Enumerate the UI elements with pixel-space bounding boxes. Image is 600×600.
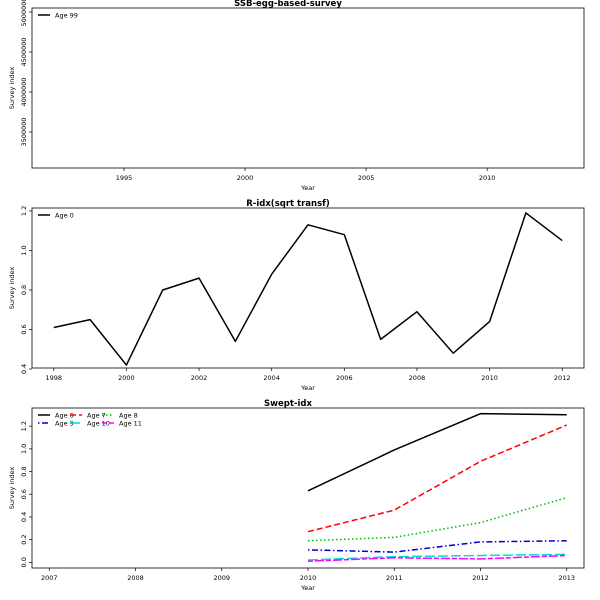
x-tick-label: 2010 (479, 174, 496, 182)
y-tick-label: 5000000 (20, 0, 28, 26)
y-tick-label: 0.8 (20, 285, 28, 295)
series-line-age-7 (307, 424, 568, 533)
y-tick-label: 4500000 (20, 38, 28, 67)
x-tick-label: 2000 (118, 374, 135, 382)
y-axis-label: Survey index (8, 467, 16, 510)
y-tick-label: 0.4 (20, 364, 28, 374)
y-tick-label: 1.0 (20, 444, 28, 454)
y-tick-label: 0.0 (20, 557, 28, 567)
x-tick-label: 2000 (237, 174, 254, 182)
series-line-age-11 (307, 554, 567, 562)
x-tick-label: 2004 (263, 374, 280, 382)
chart-title: Swept-idx (264, 399, 312, 409)
x-tick-label: 2002 (191, 374, 208, 382)
x-tick-label: 2008 (409, 374, 426, 382)
series-line-age-10 (307, 553, 567, 561)
y-tick-label: 0.6 (20, 324, 28, 334)
y-tick-label: 1.2 (20, 421, 28, 431)
legend-label: Age 0 (55, 212, 74, 220)
y-axis-label: Survey index (8, 67, 16, 110)
plot-frame (31, 7, 585, 169)
y-tick-label: 0.8 (20, 466, 28, 476)
x-tick-label: 2013 (558, 574, 575, 582)
x-tick-label: 2011 (386, 574, 403, 582)
x-tick-label: 1998 (46, 374, 63, 382)
legend-label: Age 9 (55, 420, 74, 428)
x-tick-label: 2005 (358, 174, 375, 182)
legend-label: Age 11 (119, 420, 142, 428)
y-tick-label: 3500000 (20, 118, 28, 147)
series-line-age-9 (307, 540, 567, 553)
chart-title: SSB-egg-based-survey (234, 0, 342, 9)
x-axis-label: Year (300, 584, 315, 592)
y-tick-label: 4000000 (20, 78, 28, 107)
x-axis-label: Year (300, 384, 315, 392)
x-tick-label: 2009 (213, 574, 230, 582)
x-tick-label: 2012 (472, 574, 489, 582)
series-line-age-0 (53, 212, 563, 366)
plot-frame (31, 207, 585, 369)
chart-0: SSB-egg-based-survey 1995 2000 2005 2010 3500… (8, 0, 585, 192)
x-tick-label: 2012 (554, 374, 571, 382)
chart-2: Swept-idx 2007 2008 2009 2010 2011 2012 2013 0.0… (8, 399, 585, 592)
x-tick-label: 2007 (41, 574, 58, 582)
series-line-age-6 (307, 412, 567, 492)
chart-1: R-idx(sqrt transf) 1998 2000 2002 2004 2006 20… (8, 199, 585, 392)
x-tick-label: 2006 (336, 374, 353, 382)
plot-frame (31, 407, 585, 569)
chart-title: R-idx(sqrt transf) (246, 199, 330, 209)
y-tick-label: 0.2 (20, 534, 28, 544)
legend-label: Age 99 (55, 12, 78, 20)
x-tick-label: 2010 (481, 374, 498, 382)
x-tick-label: 1995 (116, 174, 133, 182)
series-line-age-8 (307, 496, 567, 542)
x-tick-label: 2008 (127, 574, 144, 582)
legend-label: Age 10 (87, 420, 110, 428)
legend-label: Age 7 (87, 412, 106, 420)
x-axis-label: Year (300, 184, 315, 192)
y-tick-label: 0.4 (20, 512, 28, 522)
legend-label: Age 6 (55, 412, 74, 420)
x-tick-label: 2010 (300, 574, 317, 582)
legend-label: Age 8 (119, 412, 138, 420)
y-tick-label: 1.0 (20, 245, 28, 255)
y-tick-label: 0.6 (20, 489, 28, 499)
y-tick-label: 1.2 (20, 206, 28, 216)
y-axis-label: Survey index (8, 267, 16, 310)
